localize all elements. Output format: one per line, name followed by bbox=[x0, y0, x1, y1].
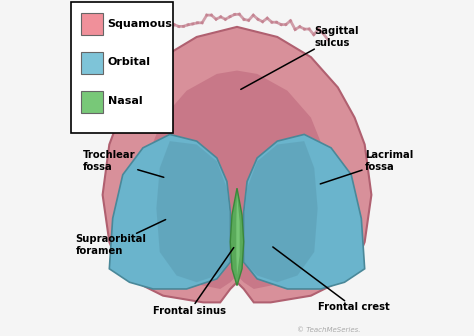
Polygon shape bbox=[102, 27, 372, 302]
Polygon shape bbox=[244, 141, 318, 282]
Text: Lacrimal
fossa: Lacrimal fossa bbox=[320, 151, 413, 184]
FancyBboxPatch shape bbox=[81, 13, 102, 35]
Text: Frontal crest: Frontal crest bbox=[273, 247, 389, 312]
Polygon shape bbox=[109, 134, 230, 289]
Text: Squamous: Squamous bbox=[108, 18, 173, 29]
FancyBboxPatch shape bbox=[81, 91, 102, 113]
Text: Supraorbital
foramen: Supraorbital foramen bbox=[76, 220, 165, 256]
FancyBboxPatch shape bbox=[71, 2, 173, 133]
Text: Trochlear
fossa: Trochlear fossa bbox=[82, 151, 164, 177]
Polygon shape bbox=[244, 134, 365, 289]
Polygon shape bbox=[156, 141, 230, 282]
Text: © TeachMeSeries.: © TeachMeSeries. bbox=[298, 327, 361, 333]
Text: Orbital: Orbital bbox=[108, 57, 151, 67]
Text: Nasal: Nasal bbox=[108, 96, 142, 106]
FancyBboxPatch shape bbox=[81, 52, 102, 74]
Text: Frontal sinus: Frontal sinus bbox=[154, 248, 234, 316]
Text: Sagittal
sulcus: Sagittal sulcus bbox=[241, 26, 359, 89]
Polygon shape bbox=[143, 71, 331, 289]
Polygon shape bbox=[237, 195, 240, 276]
Polygon shape bbox=[230, 188, 244, 286]
